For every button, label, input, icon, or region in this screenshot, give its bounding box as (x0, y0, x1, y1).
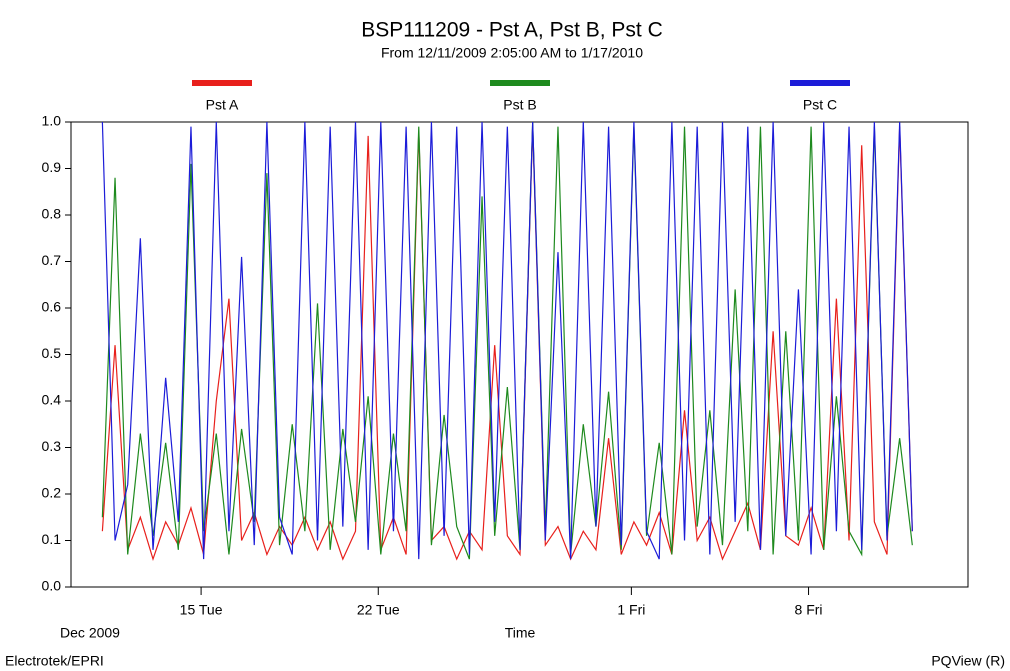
footer-right: PQView (R) (931, 653, 1005, 669)
y-tick-label: 0.9 (42, 159, 62, 175)
chart-subtitle: From 12/11/2009 2:05:00 AM to 1/17/2010 (381, 45, 643, 61)
y-tick-label: 0.8 (42, 206, 62, 222)
y-tick-label: 0.4 (42, 392, 62, 408)
legend-swatch (790, 80, 850, 86)
legend-swatch (490, 80, 550, 86)
y-tick-label: 0.3 (42, 438, 62, 454)
series-line (101, 126, 913, 562)
chart-title: BSP111209 - Pst A, Pst B, Pst C (361, 19, 663, 42)
x-period-label: Dec 2009 (60, 625, 120, 641)
y-tick-label: 0.5 (42, 345, 62, 361)
y-tick-label: 1.0 (42, 113, 62, 129)
y-tick-label: 0.6 (42, 299, 62, 315)
legend-label: Pst A (206, 97, 239, 113)
y-tick-label: 0.0 (42, 578, 62, 594)
footer-left: Electrotek/EPRI (5, 653, 104, 669)
series-line (101, 121, 913, 560)
y-tick-label: 0.1 (42, 531, 62, 547)
legend-label: Pst B (503, 97, 536, 113)
y-tick-label: 0.2 (42, 485, 62, 501)
legend-label: Pst C (803, 97, 837, 113)
y-tick-label: 0.7 (42, 252, 62, 268)
x-tick-label: 15 Tue (180, 602, 223, 618)
x-tick-label: 1 Fri (617, 602, 645, 618)
series-line (101, 121, 913, 560)
legend-swatch (192, 80, 252, 86)
x-tick-label: 8 Fri (795, 602, 823, 618)
x-tick-label: 22 Tue (357, 602, 400, 618)
x-axis-label: Time (505, 625, 536, 641)
